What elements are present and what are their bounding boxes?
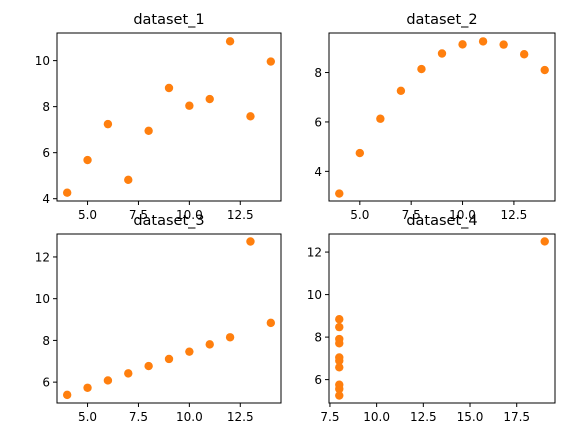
data-point	[246, 112, 255, 121]
y-tick-label: 4	[314, 165, 322, 179]
x-tick-label: 5.0	[350, 208, 369, 222]
data-point	[355, 148, 365, 158]
x-tick-label: 7.5	[129, 208, 148, 222]
data-point	[124, 175, 133, 185]
x-tick-label: 12.5	[227, 208, 254, 222]
subplot-title: dataset_2	[406, 12, 477, 28]
x-tick-label: 12.5	[501, 208, 528, 222]
data-point	[225, 333, 235, 342]
data-point	[335, 356, 344, 365]
data-point	[144, 361, 153, 371]
data-point	[376, 114, 385, 123]
data-point	[246, 237, 255, 246]
y-tick-label: 6	[314, 115, 322, 129]
subplot-title: dataset_4	[406, 213, 477, 229]
y-tick-label: 10	[35, 292, 50, 306]
data-point	[519, 50, 529, 59]
x-tick-label: 15.0	[457, 410, 484, 424]
data-point	[335, 189, 344, 198]
data-point	[478, 37, 488, 46]
data-point	[103, 119, 113, 129]
data-point	[396, 86, 406, 96]
data-point	[103, 376, 113, 385]
y-tick-label: 8	[42, 334, 50, 348]
data-point	[185, 347, 194, 356]
data-point	[499, 40, 508, 49]
y-tick-label: 4	[42, 192, 50, 206]
data-point	[266, 57, 276, 66]
data-point	[458, 40, 467, 49]
subplot-title: dataset_3	[133, 213, 204, 229]
x-tick-label: 7.5	[320, 410, 339, 424]
data-point	[62, 390, 72, 400]
subplot-4: dataset_4 7.5 10.0 12.5 15.0 17.5 6 8 10 12	[307, 213, 556, 424]
data-point	[335, 334, 344, 344]
data-point	[437, 49, 447, 58]
axes-frame	[56, 233, 282, 404]
x-tick-label: 12.5	[227, 410, 254, 424]
data-point	[540, 65, 549, 75]
y-tick-label: 10	[35, 54, 50, 68]
y-tick-label: 12	[307, 246, 322, 260]
x-tick-label: 5.0	[78, 208, 97, 222]
data-point	[83, 383, 92, 392]
x-tick-label: 10.0	[176, 208, 203, 222]
y-tick-label: 6	[42, 146, 50, 160]
subplot-1: dataset_1 5.0 7.5 10.0 12.5 4 6 8 10	[35, 12, 282, 222]
data-point	[144, 126, 153, 136]
data-point	[335, 391, 344, 400]
data-point	[185, 101, 194, 110]
data-point	[83, 155, 92, 165]
y-tick-label: 10	[307, 288, 322, 302]
subplot-3: dataset_3 5.0 7.5 10.0 12.5 6 8 10 12	[35, 213, 282, 424]
x-tick-label: 17.5	[503, 410, 530, 424]
x-tick-label: 7.5	[402, 208, 421, 222]
data-point	[335, 363, 344, 372]
x-tick-label: 10.0	[176, 410, 203, 424]
data-point	[164, 354, 174, 364]
data-point	[335, 322, 344, 332]
y-tick-label: 8	[42, 100, 50, 114]
data-point	[335, 315, 344, 324]
subplot-2: dataset_2 5.0 7.5 10.0 12.5 4 6 8	[314, 12, 556, 222]
axes-frame	[328, 233, 556, 404]
x-tick-label: 12.5	[410, 410, 437, 424]
y-tick-label: 8	[314, 331, 322, 345]
x-tick-label: 5.0	[78, 410, 97, 424]
x-tick-label: 10.0	[363, 410, 390, 424]
data-point	[417, 64, 426, 74]
y-tick-label: 6	[314, 373, 322, 387]
data-point	[335, 384, 344, 394]
data-point	[164, 83, 174, 93]
y-tick-label: 8	[314, 66, 322, 80]
data-point	[266, 318, 276, 328]
data-point	[540, 237, 549, 246]
y-tick-label: 6	[42, 376, 50, 390]
data-point	[225, 37, 235, 46]
x-tick-label: 10.0	[449, 208, 476, 222]
data-point	[205, 94, 214, 104]
subplot-title: dataset_1	[133, 12, 204, 28]
y-tick-label: 12	[35, 250, 50, 264]
axes-frame	[56, 32, 282, 202]
x-tick-label: 7.5	[129, 410, 148, 424]
data-point	[62, 188, 72, 197]
data-point	[124, 369, 133, 378]
data-point	[205, 340, 214, 349]
axes-frame	[328, 32, 556, 202]
